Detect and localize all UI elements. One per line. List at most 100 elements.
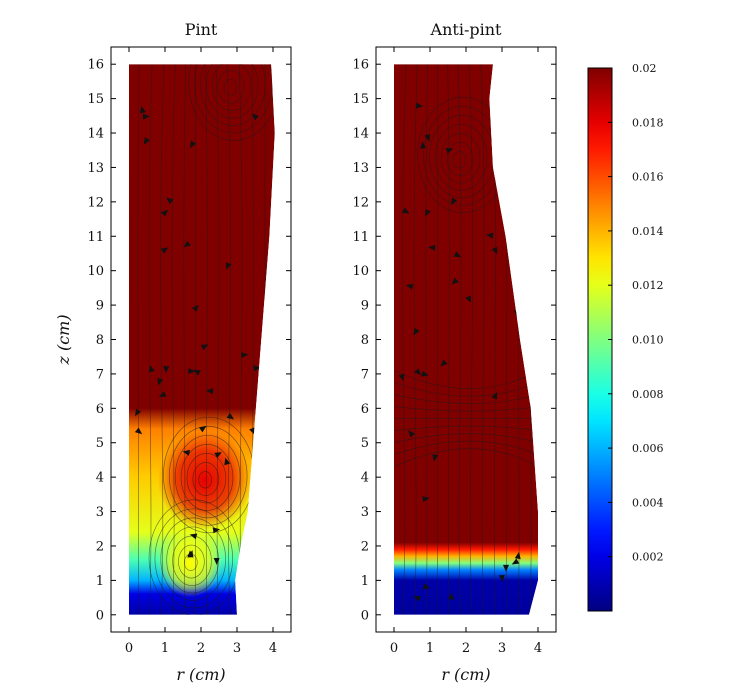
colorbar-tick-label: 0.012 <box>632 279 664 292</box>
x-tick-label: 3 <box>498 641 506 656</box>
flow-arrow <box>182 449 191 456</box>
streamline <box>160 64 165 615</box>
flow-arrow <box>447 592 454 601</box>
y-tick-label: 1 <box>96 574 104 589</box>
flow-arrow <box>432 454 439 462</box>
flow-arrow <box>422 496 430 503</box>
y-tick-label: 10 <box>352 264 369 279</box>
y-tick-label: 13 <box>87 161 104 176</box>
streamline <box>394 394 538 404</box>
flow-arrow <box>413 596 422 602</box>
streamline <box>148 64 153 615</box>
y-tick-label: 15 <box>352 92 369 107</box>
flow-arrow <box>213 557 220 565</box>
streamline <box>413 64 418 615</box>
x-tick-label: 4 <box>534 641 542 656</box>
flow-arrow <box>401 207 410 214</box>
streamline <box>137 64 140 615</box>
y-tick-label: 13 <box>352 161 369 176</box>
flow-arrow <box>491 246 498 255</box>
flow-arrow <box>142 113 150 120</box>
y-axis-label: z (cm) <box>54 314 73 365</box>
flow-arrow <box>206 388 214 395</box>
fluid-domain <box>394 64 538 615</box>
flow-arrow <box>135 408 142 417</box>
field-1 <box>394 64 538 615</box>
colorbar-tick-label: 0.018 <box>632 116 664 129</box>
x-axis-label: r (cm) <box>441 665 490 684</box>
y-tick-label: 2 <box>361 539 369 554</box>
flow-arrow <box>134 427 143 435</box>
flow-arrow <box>451 277 459 285</box>
flow-arrow <box>486 232 494 239</box>
flow-arrow <box>191 304 199 312</box>
x-tick-label: 1 <box>426 641 434 656</box>
streamline <box>160 517 226 601</box>
x-axis-label: r (cm) <box>176 665 225 684</box>
flow-arrow <box>422 583 431 590</box>
flow-arrow <box>200 344 209 351</box>
flow-arrow <box>440 359 448 367</box>
y-tick-label: 9 <box>96 299 104 314</box>
y-tick-label: 8 <box>96 333 104 348</box>
y-tick-label: 0 <box>361 608 369 623</box>
flow-arrow <box>193 369 202 376</box>
streamline <box>205 64 208 615</box>
colorbar: 0.002 0.004 0.006 0.008 0.010 0.012 0.014 0.016… <box>587 62 664 612</box>
y-tick-label: 15 <box>87 92 104 107</box>
streamline <box>154 508 234 609</box>
flow-arrow <box>183 240 191 248</box>
y-tick-label: 1 <box>361 574 369 589</box>
streamline <box>178 544 205 579</box>
streamline <box>394 440 538 455</box>
flow-arrow <box>189 140 197 149</box>
y-tick-label: 6 <box>361 402 369 417</box>
flow-arrow <box>251 113 259 121</box>
x-tick-label: 1 <box>161 641 169 656</box>
streamline <box>394 433 538 443</box>
y-tick-label: 3 <box>361 505 369 520</box>
streamline <box>174 434 241 519</box>
colorbar-tick-label: 0.02 <box>632 62 657 75</box>
flow-arrow <box>226 412 235 420</box>
flow-arrow <box>148 364 155 373</box>
flow-arrow <box>398 373 405 382</box>
flow-arrow <box>187 550 194 558</box>
panel-anti-pint: 0 1 2 3 4012345678910111213141516Anti-pintr … <box>352 20 557 684</box>
y-tick-label: 6 <box>96 402 104 417</box>
field-0 <box>129 64 275 615</box>
flow-arrow <box>157 377 164 386</box>
flow-arrow <box>450 197 458 206</box>
streamline <box>226 64 231 615</box>
flow-arrow <box>249 427 255 435</box>
streamline <box>394 448 538 467</box>
vortex-0 <box>157 431 252 530</box>
flow-arrow <box>163 366 170 374</box>
y-tick-label: 10 <box>87 264 104 279</box>
flow-arrow <box>428 244 436 251</box>
streamline <box>394 370 538 389</box>
streamline <box>425 64 429 615</box>
y-tick-label: 2 <box>96 539 104 554</box>
y-tick-label: 11 <box>352 230 369 245</box>
y-tick-label: 9 <box>361 299 369 314</box>
x-tick-label: 2 <box>462 641 470 656</box>
colorbar-tick-label: 0.010 <box>632 334 664 347</box>
flow-arrow <box>253 365 261 372</box>
y-tick-label: 5 <box>96 436 104 451</box>
y-tick-label: 16 <box>87 58 104 73</box>
flow-arrow <box>519 285 526 294</box>
flow-arrow <box>189 533 198 540</box>
flow-arrow <box>405 283 414 290</box>
y-tick-label: 4 <box>361 471 369 486</box>
flow-arrow <box>166 197 174 205</box>
streamline <box>192 462 220 496</box>
flow-arrow <box>225 262 232 270</box>
streamline <box>457 64 462 615</box>
vortex-2 <box>197 64 263 123</box>
streamline <box>211 64 252 112</box>
y-tick-label: 4 <box>96 471 104 486</box>
y-tick-label: 7 <box>361 367 369 382</box>
